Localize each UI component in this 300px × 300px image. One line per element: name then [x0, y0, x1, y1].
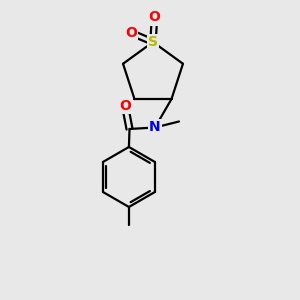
- Text: N: N: [149, 121, 161, 134]
- Text: O: O: [125, 26, 137, 40]
- Text: S: S: [148, 35, 158, 49]
- Text: O: O: [148, 11, 160, 24]
- Text: O: O: [119, 99, 131, 112]
